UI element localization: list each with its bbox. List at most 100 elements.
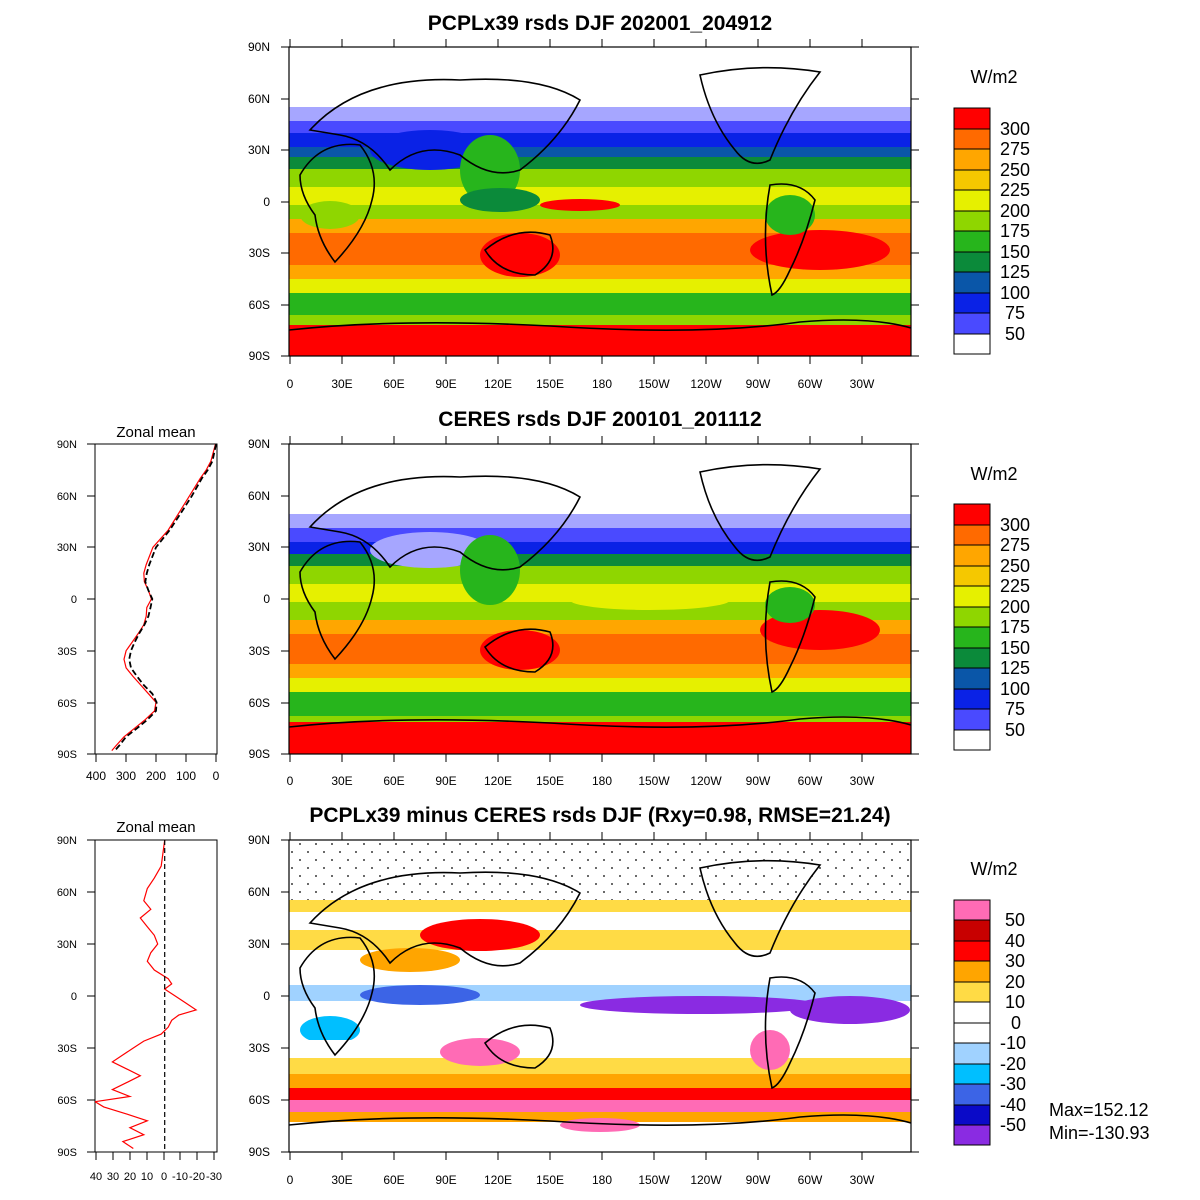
colorbar-3-unit: W/m2	[971, 859, 1018, 879]
colorbar-1-box	[953, 107, 991, 130]
lon-label: 150W	[638, 1173, 670, 1187]
colorbar-2-box	[953, 544, 991, 567]
lat-label: 0	[71, 991, 77, 1003]
colorbar-1-box	[953, 271, 991, 294]
colorbar-1-box	[953, 251, 991, 273]
colorbar-2-box	[953, 667, 991, 690]
colorbar-2-box	[953, 626, 991, 649]
colorbar-label: 225	[1000, 180, 1030, 200]
lon-label: 120E	[484, 377, 512, 391]
colorbar-1-labels: 300 275 250 225 200 175 150 125 100 75 5…	[1000, 119, 1030, 344]
lat-label: 90N	[248, 833, 270, 847]
lon-label: 60E	[383, 1173, 404, 1187]
colorbar-label: -30	[1000, 1074, 1026, 1094]
zonal-x-label: 400	[86, 769, 106, 783]
colorbar-label: 150	[1000, 638, 1030, 658]
map-1-lat-ticks: 90N 60N 30N 0 30S 60S 90S	[248, 40, 270, 363]
colorbar-label: 75	[1005, 303, 1025, 323]
map-1-title: PCPLx39 rsds DJF 202001_204912	[428, 12, 772, 35]
colorbar-label: 200	[1000, 597, 1030, 617]
lat-label: 30S	[249, 1041, 270, 1055]
lat-label: 30S	[57, 1043, 77, 1055]
colorbar-label: 200	[1000, 201, 1030, 221]
zonal-2-lines	[95, 840, 198, 1152]
lon-label: 120E	[484, 1173, 512, 1187]
lon-label: 150E	[536, 774, 564, 788]
lon-label: 60W	[798, 1173, 823, 1187]
zonal-1-x-ticks: 400 300 200 100 0	[86, 769, 220, 783]
lon-label: 120W	[690, 774, 722, 788]
zonal-2-lat-ticks: 90N 60N 30N 0 30S 60S 90S	[57, 835, 77, 1159]
lat-label: 90S	[57, 1147, 77, 1159]
colorbar-1-box	[953, 210, 991, 232]
colorbar-2-unit: W/m2	[971, 464, 1018, 484]
lat-label: 90S	[57, 749, 77, 761]
colorbar-label: 275	[1000, 535, 1030, 555]
lat-label: 90N	[248, 437, 270, 451]
lat-label: 30S	[249, 644, 270, 658]
colorbar-label: -40	[1000, 1095, 1026, 1115]
zonal-2-frame	[94, 839, 218, 1153]
map-1-tick-marks	[281, 39, 919, 364]
colorbar-3-box	[953, 1042, 991, 1065]
colorbar-label: 100	[1000, 679, 1030, 699]
zonal-x-label: 10	[141, 1171, 153, 1183]
colorbar-label: 75	[1005, 699, 1025, 719]
map-3-tick-marks	[281, 832, 919, 1160]
colorbar-label: 150	[1000, 242, 1030, 262]
map-1-field	[289, 47, 911, 356]
colorbar-3-box	[953, 919, 991, 942]
lon-label: 60E	[383, 774, 404, 788]
colorbar-3-box	[953, 899, 991, 921]
zonal-x-label: -20	[189, 1171, 205, 1183]
lat-label: 60N	[57, 491, 77, 503]
map-2-tick-marks	[281, 436, 919, 762]
colorbar-label: 300	[1000, 515, 1030, 535]
colorbar-1-box	[953, 230, 991, 253]
colorbar-label: 250	[1000, 160, 1030, 180]
lon-label: 90E	[435, 377, 456, 391]
lon-label: 90W	[746, 377, 771, 391]
lon-label: 90E	[435, 774, 456, 788]
colorbar-label: 125	[1000, 262, 1030, 282]
colorbar-1-box	[953, 189, 991, 212]
lon-label: 150E	[536, 1173, 564, 1187]
lon-label: 90E	[435, 1173, 456, 1187]
colorbar-label: 250	[1000, 556, 1030, 576]
colorbar-3-labels: 50 40 30 20 10 0 -10 -20 -30 -40 -50	[1000, 910, 1026, 1135]
lat-label: 90N	[57, 439, 77, 451]
zonal-x-label: 20	[124, 1171, 136, 1183]
lon-label: 60W	[798, 377, 823, 391]
colorbar-3-box	[953, 1104, 991, 1126]
colorbar-2-labels: 300 275 250 225 200 175 150 125 100 75 5…	[1000, 515, 1030, 740]
colorbar-label: 20	[1005, 972, 1025, 992]
colorbar-label: 175	[1000, 221, 1030, 241]
lat-label: 90N	[248, 40, 270, 54]
colorbar-2-box	[953, 729, 991, 751]
lon-label: 120W	[690, 377, 722, 391]
colorbar-1-box	[953, 292, 991, 314]
colorbar-label: -20	[1000, 1054, 1026, 1074]
lon-label: 30W	[850, 774, 875, 788]
zonal-x-label: 0	[161, 1171, 167, 1183]
lon-label: 60W	[798, 774, 823, 788]
zonal-x-label: 0	[213, 769, 220, 783]
colorbar-label: 50	[1005, 910, 1025, 930]
lat-label: 90S	[249, 1145, 270, 1159]
colorbar-label: 175	[1000, 617, 1030, 637]
lon-label: 150W	[638, 377, 670, 391]
lon-label: 150E	[536, 377, 564, 391]
colorbar-label: 40	[1005, 931, 1025, 951]
colorbar-label: 10	[1005, 992, 1025, 1012]
colorbar-2-box	[953, 585, 991, 608]
colorbar-3-box	[953, 981, 991, 1003]
colorbar-1-box	[953, 333, 991, 355]
lat-label: 90S	[249, 747, 270, 761]
lon-label: 30W	[850, 1173, 875, 1187]
lat-label: 30S	[57, 646, 77, 658]
map-2-lat-ticks: 90N 60N 30N 0 30S 60S 90S	[248, 437, 270, 761]
zonal-2-title: Zonal mean	[116, 819, 195, 836]
lon-label: 0	[287, 774, 294, 788]
min-value-label: Min=-130.93	[1049, 1123, 1150, 1143]
